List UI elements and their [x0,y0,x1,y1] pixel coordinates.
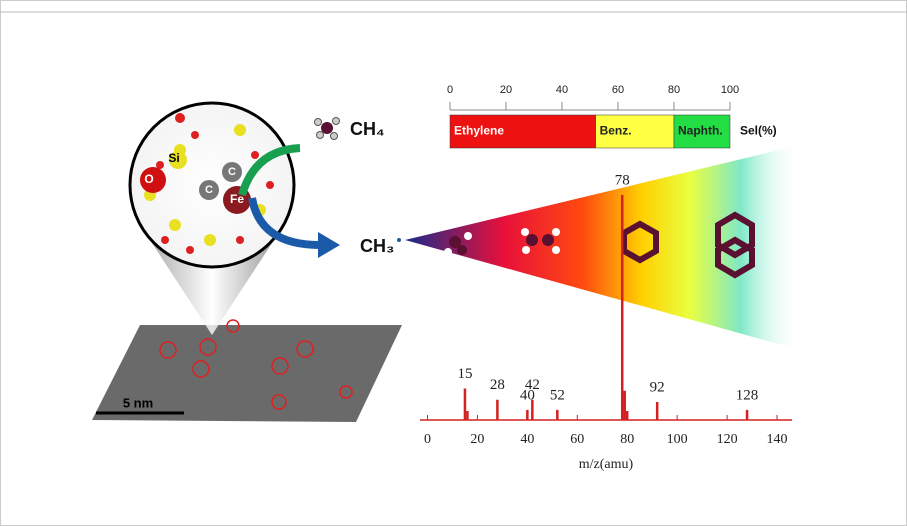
atom-label: Si [168,151,179,165]
x-tick-label: 60 [570,432,584,447]
x-tick-label: 60 [612,84,624,96]
chart: 5 nm O Si C C Fe CH₄ CH₃ 020406080100Eth… [0,0,907,526]
axis-label: Sel(%) [740,124,777,138]
x-tick-label: 80 [620,432,634,447]
x-tick-label: 20 [470,432,484,447]
methane-label: CH₄ [350,119,385,139]
peak-label: 15 [457,366,472,382]
peak-label: 78 [615,172,630,188]
x-tick-label: 40 [556,84,568,96]
x-tick-label: 100 [721,84,739,96]
x-tick-label: 140 [767,432,788,447]
scale-label: 5 nm [123,395,153,410]
x-tick-label: 0 [447,84,453,96]
x-tick-label: 80 [668,84,680,96]
x-tick-label: 0 [424,432,431,447]
axis-label: m/z(amu) [579,457,634,472]
peak-label: 42 [525,377,540,393]
segment-label: Benz. [600,124,632,138]
x-tick-label: 20 [500,84,512,96]
page: {"chart_data": [ {"type": "stacked-bar",… [0,0,907,526]
x-tick-label: 40 [520,432,534,447]
atom-label: C [205,184,213,196]
segment-label: Ethylene [454,124,504,138]
peak-label: 52 [550,387,565,403]
peak-label: 28 [490,377,505,393]
radical-dot [397,238,401,242]
atom-label: O [144,172,153,186]
atom-label: C [228,166,236,178]
methyl-label: CH₃ [360,236,394,256]
x-tick-label: 100 [667,432,688,447]
peak-label: 128 [736,387,759,403]
x-tick-label: 120 [717,432,738,447]
segment-label: Naphth. [678,124,723,138]
peak-label: 92 [650,379,665,395]
